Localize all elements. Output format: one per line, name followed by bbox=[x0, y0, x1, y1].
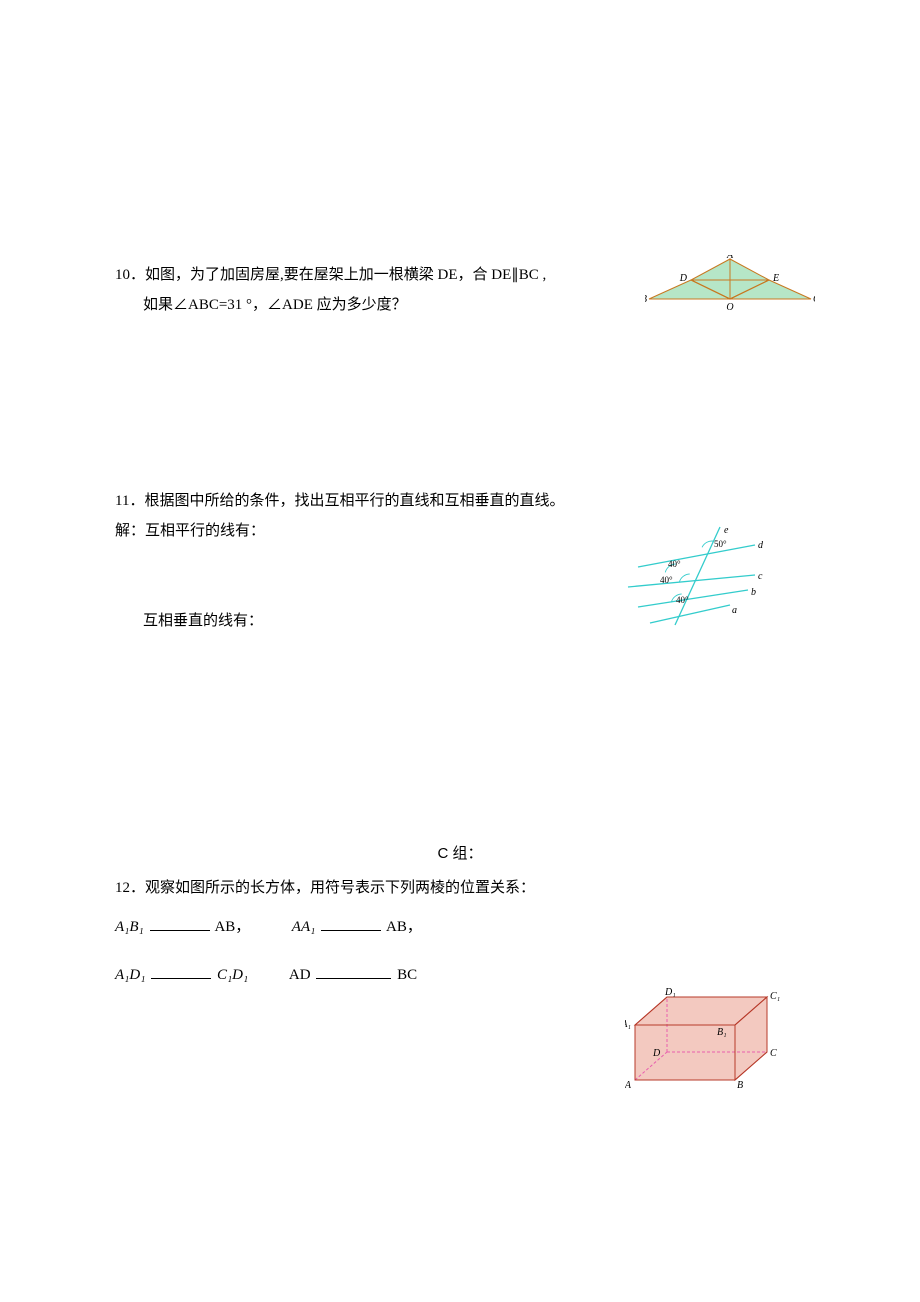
solution-prefix: 解： bbox=[115, 523, 145, 539]
term-aa1: AA₁ bbox=[292, 919, 316, 935]
problem-12: 12．观察如图所示的长方体，用符号表示下列两棱的位置关系： A₁B₁ AB， A… bbox=[115, 873, 805, 999]
svg-text:c: c bbox=[758, 571, 763, 582]
term-ad: AD bbox=[289, 967, 311, 983]
svg-text:40°: 40° bbox=[676, 595, 689, 605]
figure-10-truss: A B C D E O bbox=[645, 255, 815, 315]
problem-12-stem: 12．观察如图所示的长方体，用符号表示下列两棱的位置关系： bbox=[115, 873, 805, 903]
svg-text:A₁: A₁ bbox=[625, 1019, 631, 1030]
svg-text:E: E bbox=[772, 273, 779, 284]
blank-3[interactable] bbox=[151, 963, 211, 979]
svg-text:O: O bbox=[726, 302, 733, 313]
term-bc: BC bbox=[397, 967, 417, 983]
svg-text:B₁: B₁ bbox=[717, 1027, 727, 1038]
svg-text:B: B bbox=[645, 294, 647, 305]
svg-text:A: A bbox=[726, 255, 734, 261]
term-a1d1: A₁D₁ bbox=[115, 967, 145, 983]
svg-text:a: a bbox=[732, 605, 737, 616]
problem-12-row1: A₁B₁ AB， AA₁ AB， bbox=[115, 903, 805, 951]
problem-12-number: 12． bbox=[115, 880, 145, 896]
term-c1d1: C₁D₁ bbox=[217, 967, 248, 983]
figure-11-lines: 50°40°40°40°edcba bbox=[620, 525, 770, 630]
svg-text:e: e bbox=[724, 525, 729, 536]
svg-text:b: b bbox=[751, 587, 756, 598]
term-ab1: AB， bbox=[214, 919, 250, 935]
svg-text:D₁: D₁ bbox=[664, 987, 676, 998]
svg-text:40°: 40° bbox=[660, 575, 673, 585]
blank-1[interactable] bbox=[150, 915, 210, 931]
svg-text:D: D bbox=[679, 273, 688, 284]
term-ab2: AB， bbox=[386, 919, 422, 935]
blank-4[interactable] bbox=[316, 963, 391, 979]
term-a1b1: A₁B₁ bbox=[115, 919, 144, 935]
problem-10-number: 10． bbox=[115, 267, 145, 283]
svg-text:50°: 50° bbox=[714, 539, 727, 549]
problem-11-stem: 11．根据图中所给的条件，找出互相平行的直线和互相垂直的直线。 bbox=[115, 486, 805, 516]
svg-text:D: D bbox=[652, 1048, 661, 1059]
svg-text:C: C bbox=[770, 1048, 777, 1059]
problem-11-number: 11． bbox=[115, 493, 144, 509]
section-c-title: C 组： bbox=[115, 842, 805, 863]
figure-12-cuboid: A B C D A₁ B₁ C₁ D₁ bbox=[625, 985, 780, 1090]
svg-text:A: A bbox=[625, 1080, 632, 1090]
svg-text:d: d bbox=[758, 540, 764, 551]
blank-2[interactable] bbox=[321, 915, 381, 931]
svg-text:C₁: C₁ bbox=[770, 991, 780, 1002]
svg-text:C: C bbox=[813, 294, 815, 305]
svg-text:B: B bbox=[737, 1080, 743, 1090]
svg-text:40°: 40° bbox=[668, 559, 681, 569]
